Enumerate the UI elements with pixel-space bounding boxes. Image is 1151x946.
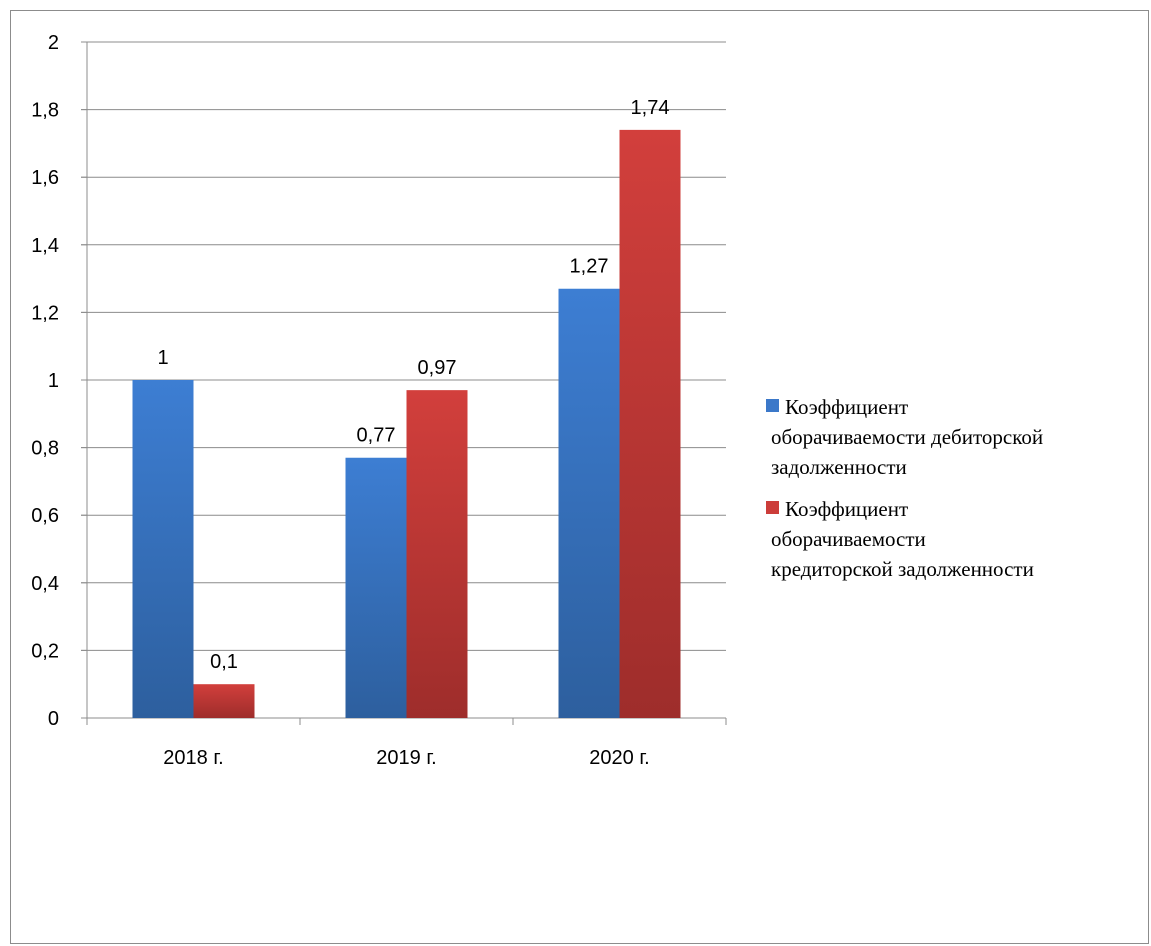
legend-line: кредиторской задолженности <box>771 557 1034 581</box>
legend: Коэффициент оборачиваемости дебиторской … <box>766 392 1146 596</box>
y-tick-label: 1,2 <box>31 302 59 324</box>
bar <box>193 684 255 718</box>
legend-label: Коэффициент оборачиваемости дебиторской … <box>771 392 1135 482</box>
x-tick-label: 2018 г. <box>163 747 223 769</box>
y-tick-label: 2 <box>48 32 59 54</box>
y-tick-label: 0,6 <box>31 505 59 527</box>
legend-line: оборачиваемости <box>771 527 926 551</box>
x-tick-label: 2020 г. <box>589 747 649 769</box>
x-tick-label: 2019 г. <box>376 747 436 769</box>
y-tick-label: 1,8 <box>31 100 59 122</box>
bar <box>345 457 407 718</box>
y-tick-label: 0 <box>48 708 59 730</box>
y-tick-label: 1,6 <box>31 167 59 189</box>
y-tick-label: 1,4 <box>31 235 59 257</box>
data-label: 1 <box>157 347 168 369</box>
legend-label: Коэффициент оборачиваемости кредиторской… <box>771 494 1135 584</box>
y-tick-label: 0,2 <box>31 640 59 662</box>
data-label: 1,74 <box>631 97 670 119</box>
data-label: 1,27 <box>570 256 609 278</box>
legend-line: Коэффициент <box>785 497 909 521</box>
data-label: 0,77 <box>357 425 396 447</box>
bar <box>132 380 194 718</box>
legend-line: задолженности <box>771 455 907 479</box>
labels: 0 0,2 0,4 0,6 0,8 1 1,2 1,4 1,6 1,8 2 2018 г. 1 0,1 20… <box>31 32 669 769</box>
legend-swatch-blue <box>766 399 779 412</box>
bar <box>406 390 468 718</box>
legend-swatch-red <box>766 501 779 514</box>
legend-item-receivables: Коэффициент оборачиваемости дебиторской … <box>766 392 1146 482</box>
y-tick-label: 0,8 <box>31 438 59 460</box>
legend-item-payables: Коэффициент оборачиваемости кредиторской… <box>766 494 1146 584</box>
bar <box>558 288 620 718</box>
legend-line: Коэффициент <box>785 395 909 419</box>
y-tick-label: 0,4 <box>31 573 59 595</box>
bars <box>132 129 681 718</box>
data-label: 0,1 <box>210 651 238 673</box>
legend-line: оборачиваемости дебиторской <box>771 425 1044 449</box>
bar <box>619 129 681 718</box>
y-tick-label: 1 <box>48 370 59 392</box>
data-label: 0,97 <box>418 357 457 379</box>
